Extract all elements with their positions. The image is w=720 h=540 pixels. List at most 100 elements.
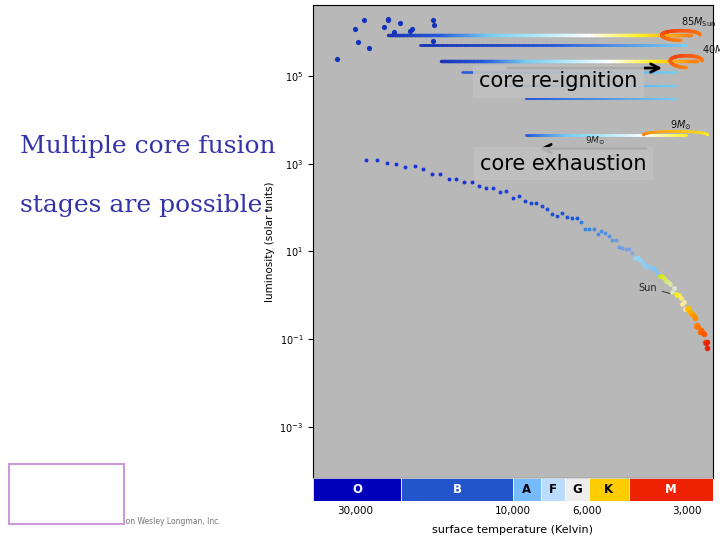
Point	[350, 25, 361, 33]
Point	[677, 300, 688, 308]
Text: core re-ignition: core re-ignition	[479, 71, 637, 91]
Text: 30,000: 30,000	[337, 506, 373, 516]
Point	[606, 236, 618, 245]
Point	[687, 310, 698, 319]
Point	[660, 276, 672, 285]
Point	[435, 170, 446, 179]
Point	[381, 159, 392, 167]
Point	[678, 298, 690, 307]
Point	[363, 43, 374, 52]
Point	[680, 304, 691, 313]
Point	[657, 272, 668, 280]
Point	[584, 225, 595, 233]
Point	[642, 262, 654, 271]
Point	[390, 160, 402, 168]
Point	[617, 244, 629, 252]
FancyBboxPatch shape	[9, 464, 124, 524]
Point	[647, 264, 659, 272]
Point	[546, 210, 558, 219]
Text: B: B	[453, 483, 462, 496]
Point	[675, 293, 687, 302]
Point	[701, 338, 712, 347]
Point	[697, 328, 708, 337]
Point	[562, 212, 573, 221]
Text: surface temperature (Kelvin): surface temperature (Kelvin)	[433, 524, 593, 535]
Text: Multiple core fusion: Multiple core fusion	[20, 135, 276, 158]
Bar	[629, 478, 713, 501]
Text: core exhaustion: core exhaustion	[480, 153, 647, 174]
Point	[487, 184, 499, 192]
Point	[525, 198, 536, 207]
Point	[688, 312, 699, 320]
Point	[500, 187, 512, 195]
Point	[409, 162, 420, 171]
Bar	[589, 478, 629, 501]
Text: p. 283: p. 283	[17, 480, 115, 508]
Point	[427, 16, 438, 24]
Point	[694, 328, 706, 336]
Point	[684, 308, 696, 316]
Point	[634, 256, 646, 265]
Point	[466, 178, 477, 186]
Text: 10,000: 10,000	[495, 506, 531, 516]
Point	[407, 24, 418, 33]
Bar	[541, 478, 565, 501]
Point	[670, 290, 681, 299]
Point	[666, 288, 678, 296]
Point	[531, 199, 542, 208]
Point	[405, 27, 416, 36]
Point	[690, 322, 702, 330]
Text: $9M_{\odot}$: $9M_{\odot}$	[585, 135, 606, 147]
Point	[426, 170, 438, 178]
Bar	[565, 478, 589, 501]
Point	[672, 291, 683, 299]
Point	[352, 38, 364, 46]
Point	[400, 163, 411, 172]
Point	[566, 213, 577, 222]
Point	[699, 338, 711, 346]
Point	[361, 156, 372, 164]
Point	[640, 261, 652, 270]
Point	[595, 226, 607, 235]
Point	[395, 19, 406, 28]
Point	[700, 339, 711, 347]
Point	[673, 291, 685, 299]
Y-axis label: luminosity (solar units): luminosity (solar units)	[265, 181, 275, 302]
Point	[683, 303, 694, 312]
Point	[473, 182, 485, 191]
Text: $40M_{\rm Sun}$: $40M_{\rm Sun}$	[702, 44, 720, 57]
Point	[668, 284, 680, 293]
Point	[645, 264, 657, 272]
Point	[696, 328, 708, 336]
Point	[662, 278, 674, 287]
Point	[536, 202, 547, 211]
Text: Sun: Sun	[638, 282, 675, 295]
Point	[599, 229, 611, 238]
Point	[378, 23, 390, 31]
Text: G: G	[572, 483, 582, 496]
Point	[428, 37, 439, 45]
Point	[659, 273, 670, 282]
Point	[382, 15, 393, 24]
Point	[637, 258, 649, 267]
Bar	[401, 478, 513, 501]
Point	[513, 192, 524, 201]
Point	[418, 165, 429, 173]
Point	[592, 230, 603, 238]
Text: F: F	[549, 483, 557, 496]
Point	[331, 55, 343, 63]
Point	[428, 21, 440, 30]
Text: $85M_{\rm Sun}$: $85M_{\rm Sun}$	[681, 16, 716, 29]
Point	[693, 322, 704, 331]
Point	[552, 212, 563, 220]
Bar	[513, 478, 541, 501]
Point	[613, 242, 625, 251]
Point	[623, 245, 634, 253]
Point	[519, 197, 531, 205]
Point	[702, 344, 714, 353]
Point	[649, 266, 661, 274]
Bar	[313, 478, 401, 501]
Point	[603, 232, 615, 240]
Point	[557, 209, 568, 218]
Text: O: O	[352, 483, 362, 496]
